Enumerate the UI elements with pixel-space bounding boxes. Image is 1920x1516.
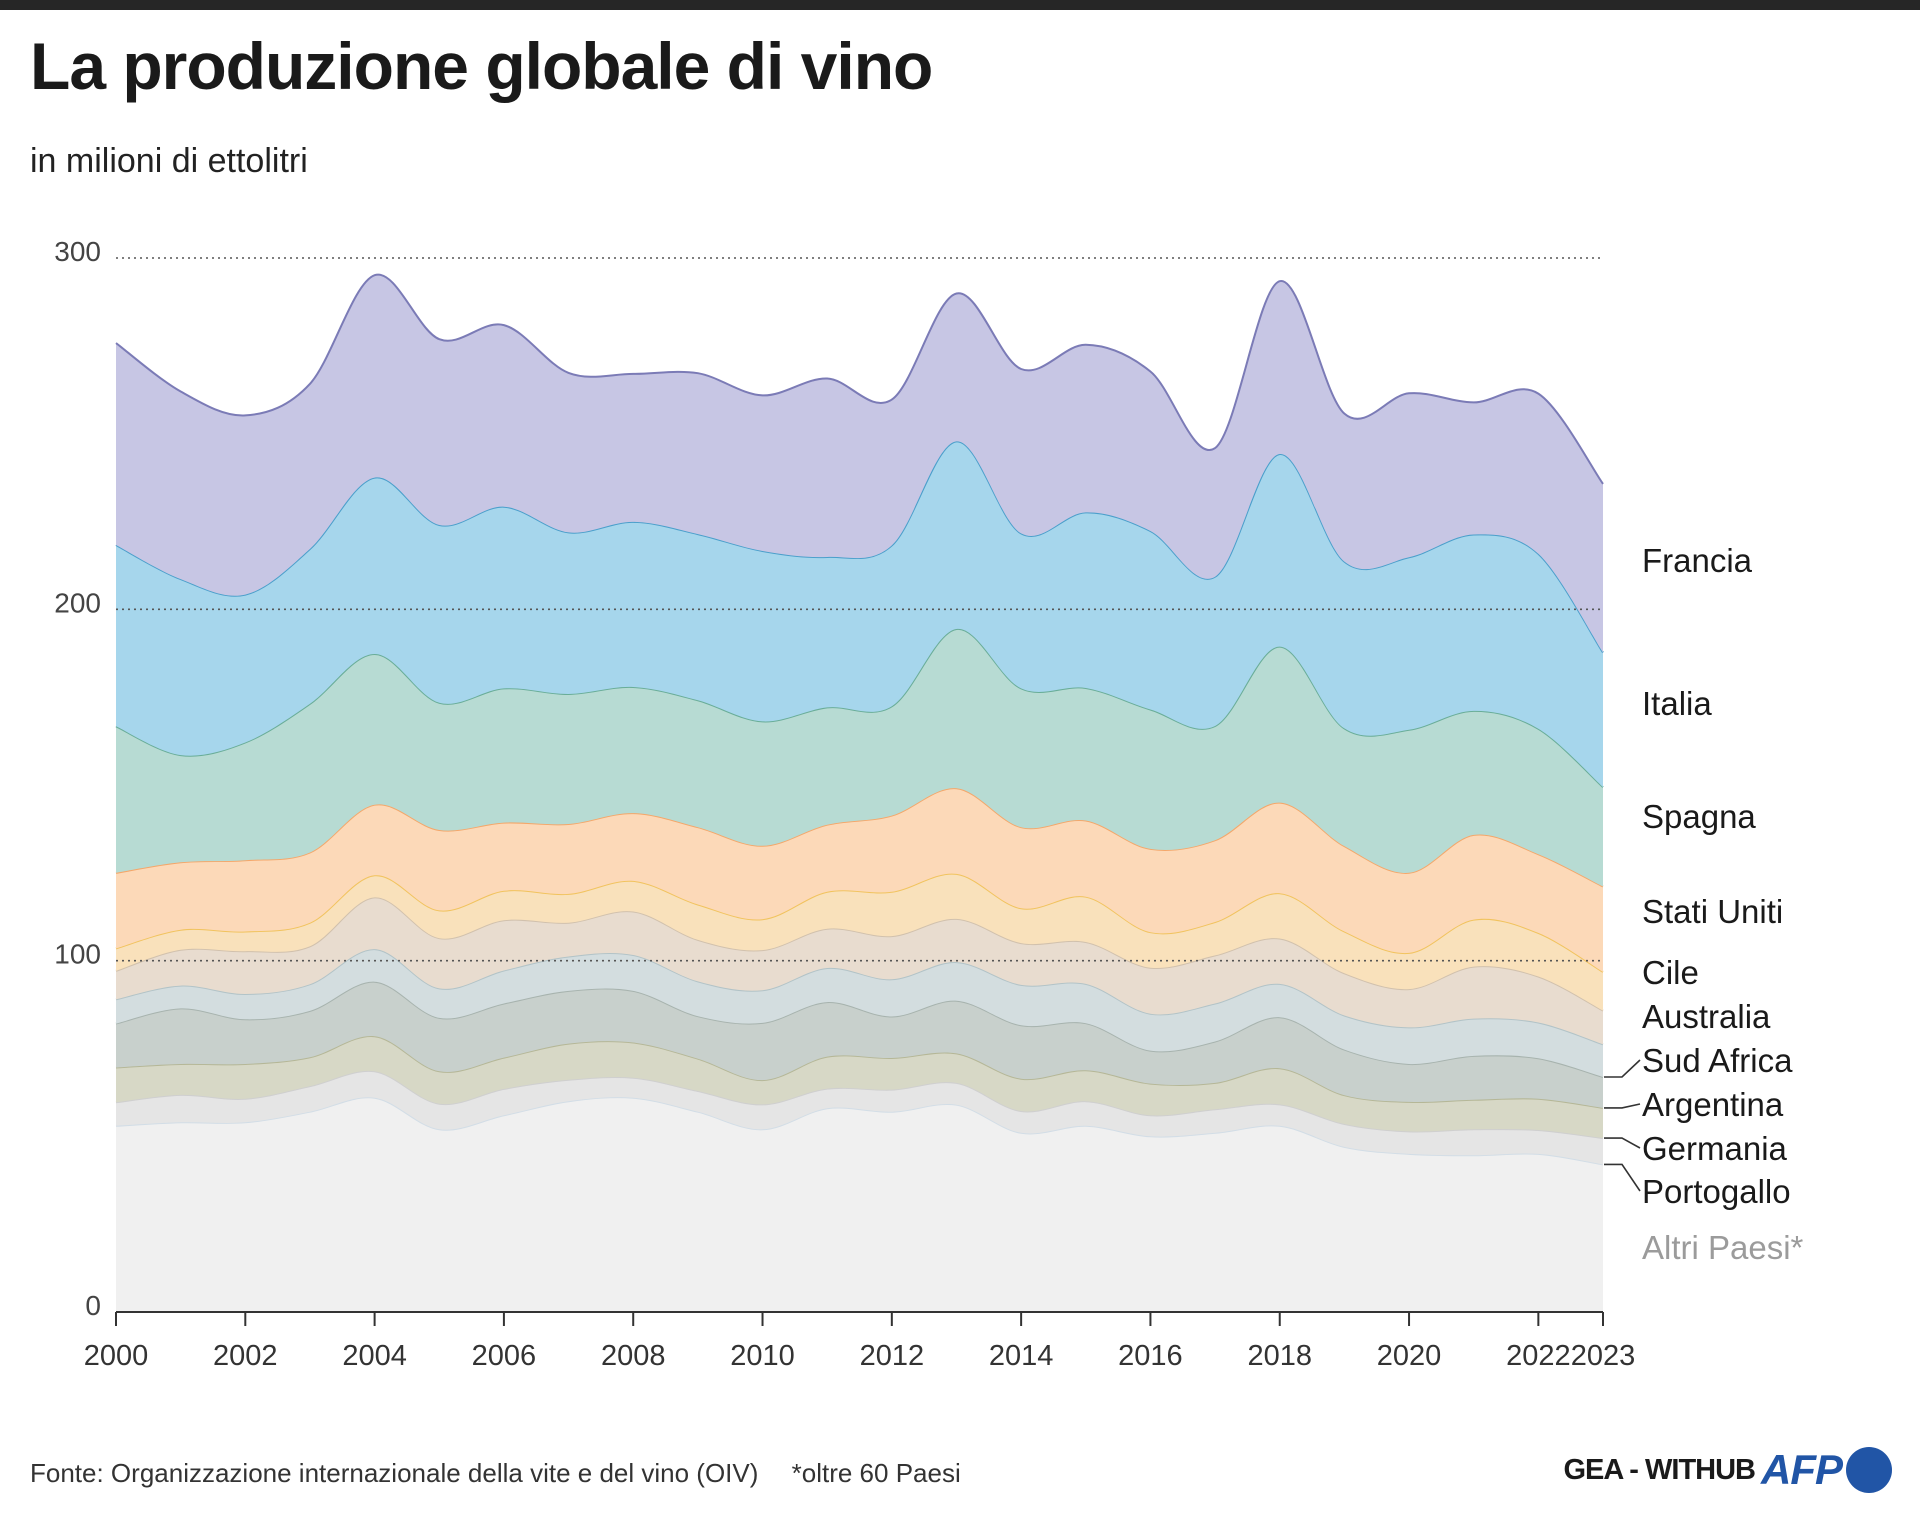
- credit: GEA - WITHUB AFP: [1563, 1446, 1892, 1494]
- area-spagna: [116, 628, 1603, 887]
- footnote-text: *oltre 60 Paesi: [791, 1458, 961, 1488]
- area-sud-africa: [116, 949, 1603, 1077]
- legend-leader-portogallo: [1604, 1163, 1641, 1192]
- area-italia: [116, 441, 1603, 788]
- x-tick-label: 2010: [730, 1340, 795, 1372]
- area-altri-paesi: [116, 1097, 1603, 1312]
- line-cile: [115, 872, 1604, 973]
- grid-layer: [116, 257, 1603, 962]
- line-francia: [115, 273, 1604, 485]
- x-tick-label: 2002: [213, 1340, 278, 1372]
- legend-layer: Francia Italia Spagna Stati Uniti Cile Austra…: [1604, 542, 1804, 1266]
- x-tick-label: 2014: [989, 1340, 1054, 1372]
- stacked-area-chart: 0 100 200 300 2000 2002 2004 2006 2008 2010 2012 20…: [54, 236, 1804, 1372]
- area-germania: [116, 1036, 1603, 1139]
- afp-logo: AFP: [1761, 1446, 1843, 1493]
- chart-title: La produzione globale di vino: [30, 29, 933, 103]
- legend-label-australia: Australia: [1642, 998, 1771, 1035]
- legend-label-italia: Italia: [1642, 685, 1712, 722]
- x-tick-label: 2022: [1506, 1340, 1571, 1372]
- legend-label-argentina: Argentina: [1642, 1086, 1784, 1123]
- axis-layer: 0 100 200 300 2000 2002 2004 2006 2008 2010 2012 20…: [54, 236, 1635, 1372]
- source-text: Fonte: Organizzazione internazionale del…: [30, 1458, 759, 1488]
- y-tick-label: 300: [54, 236, 101, 267]
- legend-label-francia: Francia: [1642, 542, 1753, 579]
- area-argentina: [116, 981, 1603, 1108]
- area-australia: [116, 897, 1603, 1045]
- x-tick-label: 2008: [601, 1340, 666, 1372]
- y-tick-label: 200: [54, 587, 101, 618]
- x-tick-label: 2020: [1377, 1340, 1442, 1372]
- legend-label-stati-uniti: Stati Uniti: [1642, 893, 1783, 930]
- legend-label-sud-africa: Sud Africa: [1642, 1042, 1793, 1079]
- legend-label-cile: Cile: [1642, 954, 1699, 991]
- legend-label-altri-paesi: Altri Paesi*: [1642, 1229, 1804, 1266]
- chart-subtitle: in milioni di ettolitri: [30, 142, 308, 180]
- y-tick-label: 100: [54, 939, 101, 970]
- area-cile: [116, 873, 1603, 1011]
- credit-text: GEA - WITHUB: [1563, 1453, 1756, 1486]
- x-tick-label: 2016: [1118, 1340, 1183, 1372]
- y-tick-label: 0: [85, 1290, 101, 1321]
- legend-leader-sud-africa: [1604, 1059, 1641, 1078]
- area-layer: [115, 273, 1604, 1312]
- legend-label-spagna: Spagna: [1642, 798, 1756, 835]
- area-stati-uniti: [116, 788, 1603, 972]
- afp-logo-dot-icon: [1846, 1447, 1892, 1493]
- top-bar: [0, 0, 1920, 10]
- source-note: Fonte: Organizzazione internazionale del…: [30, 1458, 961, 1489]
- legend-label-germania: Germania: [1642, 1130, 1788, 1167]
- x-tick-label: 2023: [1571, 1340, 1636, 1372]
- legend-label-portogallo: Portogallo: [1642, 1173, 1791, 1210]
- x-tick-label: 2018: [1247, 1340, 1312, 1372]
- x-tick-label: 2000: [84, 1340, 149, 1372]
- legend-leader-germania: [1604, 1137, 1641, 1149]
- x-tick-label: 2004: [342, 1340, 407, 1372]
- x-tick-label: 2012: [860, 1340, 925, 1372]
- legend-leader-argentina: [1604, 1103, 1641, 1109]
- x-tick-label: 2006: [472, 1340, 537, 1372]
- area-francia: [116, 274, 1603, 653]
